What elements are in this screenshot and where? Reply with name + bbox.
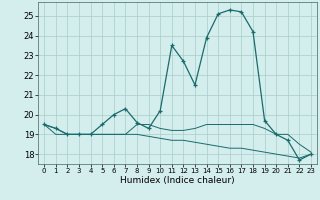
X-axis label: Humidex (Indice chaleur): Humidex (Indice chaleur) (120, 176, 235, 185)
